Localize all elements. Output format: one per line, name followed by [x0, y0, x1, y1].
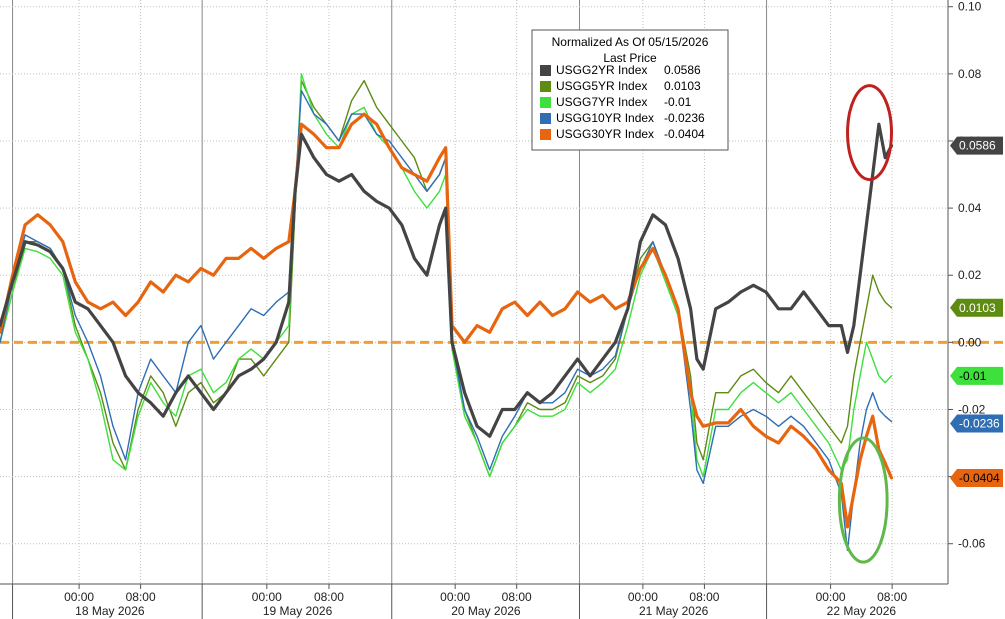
legend-series-last: -0.0404: [664, 127, 705, 141]
x-tick-label: 08:00: [126, 590, 156, 604]
x-tick-label: 00:00: [440, 590, 470, 604]
x-tick-label: 00:00: [252, 590, 282, 604]
legend-series-name: USGG10YR Index: [556, 111, 654, 125]
y-tick-label: -0.06: [958, 537, 986, 551]
legend-box: [531, 29, 729, 151]
legend-series-last: -0.0236: [664, 111, 705, 125]
series-line-usgg7yr: [0, 73, 893, 478]
last-value-tag: 0.0586: [950, 136, 1003, 155]
last-value-tag-bg: [950, 414, 1003, 433]
last-value-tag-bg: [950, 366, 1003, 385]
legend-subtitle: Last Price: [603, 51, 657, 65]
last-value-tag: -0.0236: [950, 414, 1003, 433]
x-tick-label: 00:00: [816, 590, 846, 604]
x-tick-label: 08:00: [314, 590, 344, 604]
y-tick-label: 0.02: [958, 268, 982, 282]
legend-swatch: [540, 97, 551, 108]
last-value-tag: 0.0103: [950, 298, 1003, 317]
series-line-usgg2yr: [0, 122, 894, 438]
legend-swatch: [540, 65, 551, 76]
x-tick-label: 00:00: [628, 590, 658, 604]
legend-swatch: [540, 129, 551, 140]
day-label: 19 May 2026: [263, 604, 333, 618]
highlight-circle-red: [846, 84, 893, 182]
x-tick-label: 08:00: [689, 590, 719, 604]
last-value-tag-label: 0.0586: [959, 139, 996, 153]
x-tick-label: 08:00: [877, 590, 907, 604]
series-line-usgg10yr: [0, 89, 893, 552]
legend-series-name: USGG2YR Index: [556, 63, 647, 77]
last-value-tag-bg: [950, 136, 1003, 155]
highlight-circle-green: [837, 436, 889, 564]
x-tick-label: 00:00: [64, 590, 94, 604]
last-value-tag: -0.0404: [950, 468, 1003, 487]
y-tick-label: 0.00: [958, 335, 982, 349]
last-value-tag-bg: [950, 298, 1003, 317]
legend-swatch: [540, 113, 551, 124]
legend-series-last: 0.0103: [664, 79, 701, 93]
last-value-tag-label: -0.01: [959, 369, 987, 383]
day-label: 22 May 2026: [827, 604, 897, 618]
series-layer: [0, 73, 894, 552]
x-tick-label: 08:00: [502, 590, 532, 604]
y-tick-label: 0.08: [958, 67, 982, 81]
series-line-usgg30yr: [0, 112, 894, 529]
last-value-tag-label: 0.0103: [959, 301, 996, 315]
annotation-layer: [837, 84, 893, 564]
legend-series-last: 0.0586: [664, 63, 701, 77]
legend-series-name: USGG5YR Index: [556, 79, 647, 93]
y-tick-label: 0.10: [958, 0, 982, 14]
y-tick-label: -0.02: [958, 402, 986, 416]
last-value-tag-label: -0.0236: [959, 417, 1000, 431]
legend-series-last: -0.01: [664, 95, 692, 109]
last-value-tag-label: -0.0404: [959, 471, 1000, 485]
y-tick-label: 0.04: [958, 201, 982, 215]
legend-swatch: [540, 81, 551, 92]
legend-title: Normalized As Of 05/15/2026: [552, 35, 709, 49]
day-label: 18 May 2026: [75, 604, 145, 618]
day-label: 20 May 2026: [451, 604, 521, 618]
last-value-tag-bg: [950, 468, 1003, 487]
legend-series-name: USGG30YR Index: [556, 127, 654, 141]
day-label: 21 May 2026: [639, 604, 709, 618]
last-value-tag: -0.01: [950, 366, 1003, 385]
legend-series-name: USGG7YR Index: [556, 95, 647, 109]
